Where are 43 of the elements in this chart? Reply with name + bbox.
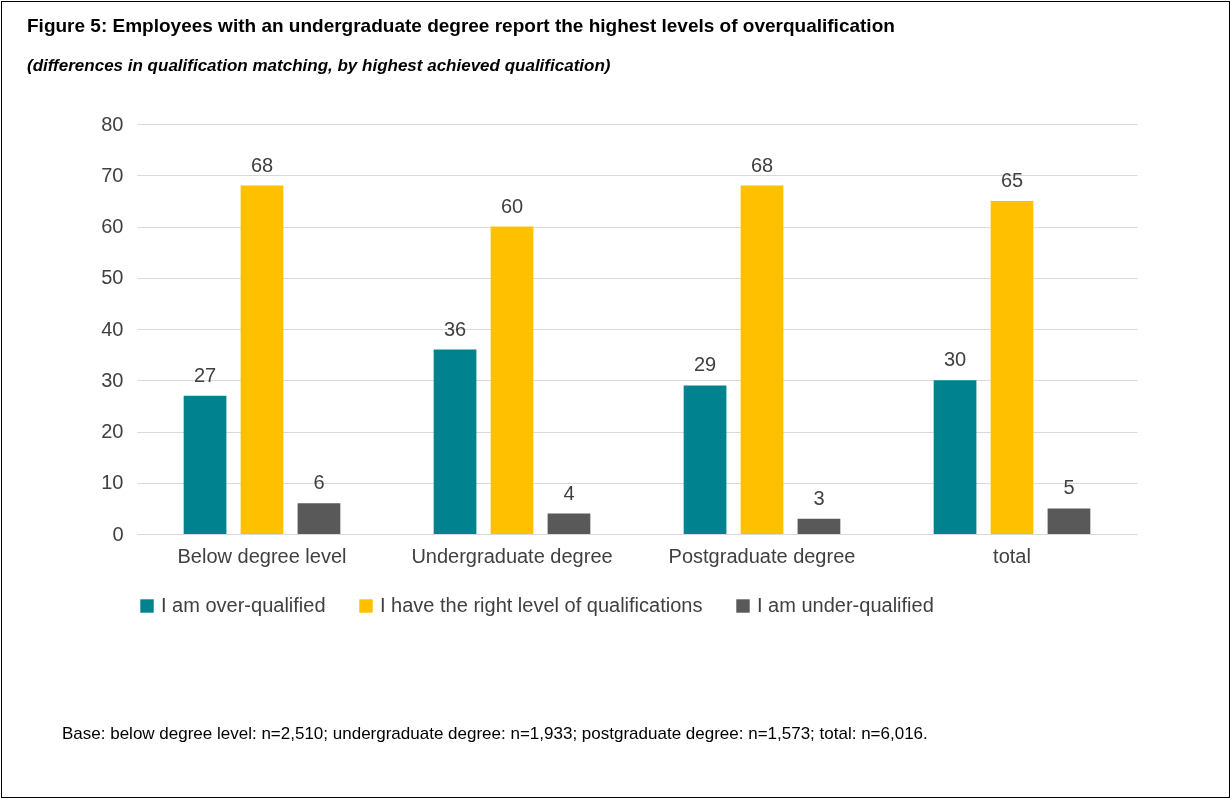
- data-label: 3: [813, 486, 825, 509]
- bar: [433, 349, 477, 534]
- bar: [683, 385, 727, 534]
- legend-label: I have the right level of qualifications: [380, 594, 703, 616]
- y-tick-label: 10: [101, 471, 124, 494]
- bar: [740, 185, 784, 534]
- data-label: 30: [943, 348, 967, 371]
- bar: [797, 518, 841, 534]
- data-label: 27: [193, 363, 217, 386]
- legend-label: I am over-qualified: [161, 594, 326, 616]
- data-label: 29: [693, 353, 717, 376]
- y-tick-label: 50: [101, 266, 124, 289]
- y-tick-label: 20: [101, 420, 124, 442]
- legend-label: I am under-qualified: [757, 594, 934, 616]
- x-tick-label: Undergraduate degree: [411, 544, 613, 567]
- data-label: 68: [250, 153, 274, 176]
- bar: [240, 185, 284, 534]
- y-tick-label: 70: [101, 163, 124, 186]
- x-tick-label: total: [993, 544, 1031, 567]
- bar: [547, 513, 591, 534]
- y-tick-label: 60: [101, 215, 124, 237]
- y-tick-label: 0: [112, 522, 124, 545]
- bar: [183, 395, 227, 534]
- bar: [1047, 508, 1091, 534]
- bar: [933, 380, 977, 534]
- bar: [297, 503, 341, 534]
- y-tick-label: 80: [101, 112, 124, 135]
- bar: [490, 226, 534, 534]
- chart-title: Figure 5: Employees with an undergraduate degree report the highest levels of overqualification: [27, 15, 895, 36]
- x-tick-label: Postgraduate degree: [668, 544, 856, 567]
- y-tick-label: 40: [101, 317, 124, 340]
- chart-subtitle: (differences in qualification matching, by highest achieved qualification): [27, 56, 611, 75]
- text: Base: below degree level: n=2,510; undergraduate degree: n=1,933; postgraduate degree: n=1,573; total: n=6,016.: [62, 724, 928, 744]
- data-label: 60: [500, 194, 524, 217]
- data-label: 5: [1063, 476, 1075, 499]
- x-tick-label: Below degree level: [177, 544, 347, 567]
- data-label: 65: [1000, 168, 1024, 191]
- data-label: 4: [563, 481, 575, 504]
- y-tick-label: 30: [101, 368, 124, 391]
- data-label: 68: [750, 153, 774, 176]
- data-label: 6: [313, 471, 325, 494]
- data-label: 36: [443, 317, 467, 340]
- bar: [990, 200, 1034, 534]
